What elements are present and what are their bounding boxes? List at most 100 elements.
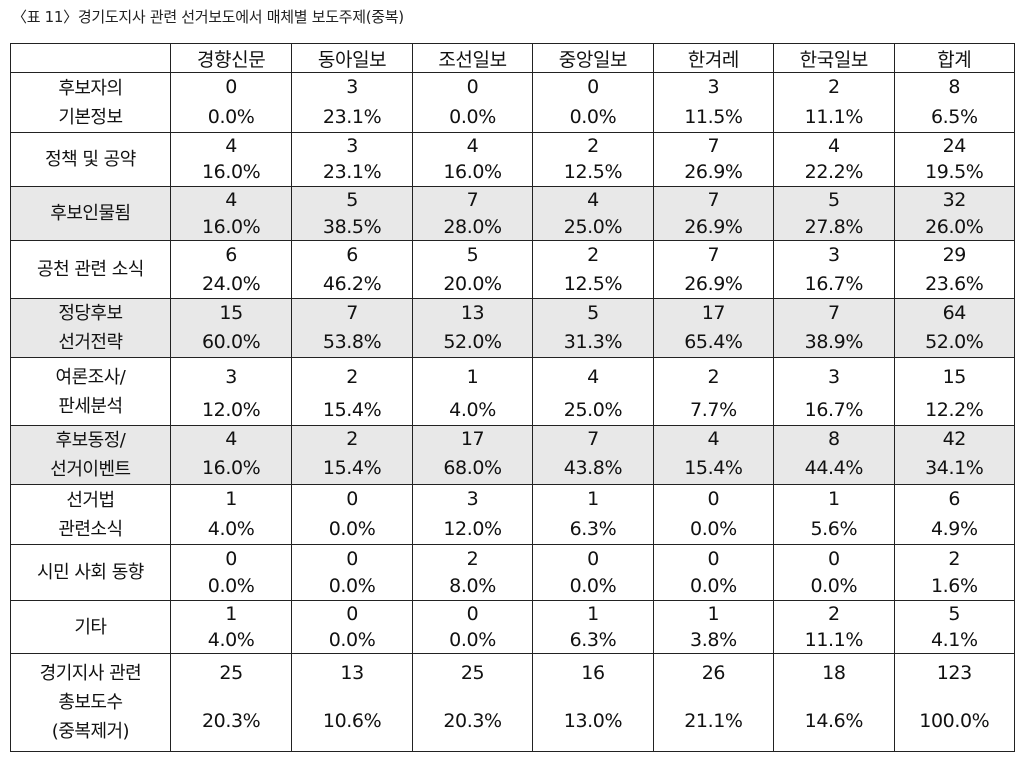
percent-cell: 26.9%: [652, 158, 775, 187]
percent-cell: 15.4%: [291, 452, 413, 485]
count-cell: 3: [291, 72, 413, 102]
count-cell: 0: [411, 72, 534, 102]
count-cell: 4: [169, 424, 293, 453]
row-label-line: 기타: [74, 616, 107, 638]
count-cell: 7: [773, 298, 895, 328]
count-cell: 24: [893, 132, 1016, 159]
row-label-line: 선거전략: [58, 332, 123, 353]
row-label-line: 정책 및 공약: [45, 149, 136, 170]
count-cell: 6: [893, 484, 1016, 514]
table-row: 정당후보 선거전략 15 7 13 5 17 7 64: [10, 298, 1016, 358]
row-label: 후보인물됨: [10, 186, 171, 241]
row-label-line: 경기지사 관련: [39, 663, 142, 684]
count-cell: 0: [291, 600, 413, 627]
percent-cell: 20.0%: [411, 269, 534, 299]
row-label: 기타: [10, 600, 171, 654]
count-cell: 25: [169, 653, 293, 692]
percent-cell: 19.5%: [893, 158, 1016, 187]
count-cell: 6: [169, 240, 293, 270]
header-row: 경향신문 동아일보 조선일보 중앙일보 한겨레 한국일보 합계: [10, 43, 1016, 73]
percent-cell: 22.2%: [773, 158, 895, 187]
row-label-line: 후보인물됨: [50, 203, 131, 224]
count-cell: 5: [291, 186, 413, 214]
count-cell: 0: [532, 72, 654, 102]
percent-cell: 23.1%: [291, 158, 413, 187]
percent-cell: 31.3%: [532, 327, 654, 358]
percent-cell: 3.8%: [652, 626, 775, 654]
count-cell: 3: [411, 484, 534, 514]
percent-cell: 65.4%: [652, 327, 775, 358]
percent-cell: 34.1%: [893, 452, 1016, 485]
percent-cell: 0.0%: [532, 101, 654, 133]
percent-cell: 26.9%: [652, 213, 775, 241]
percent-cell: 27.8%: [773, 213, 895, 241]
header-col-kyunghyang: 경향신문: [169, 43, 293, 73]
table-row: 후보자의 기본정보 0 3 0 0 3 2 8: [10, 72, 1016, 133]
table-row: 후보인물됨 4 5 7 4 7 5 32: [10, 186, 1016, 241]
percent-cell: 44.4%: [773, 452, 895, 485]
count-cell: 4: [169, 132, 293, 159]
percent-cell: 5.6%: [773, 513, 895, 545]
row-label-line: 후보동정/: [55, 430, 126, 451]
count-cell: 15: [169, 298, 293, 328]
count-cell: 0: [652, 484, 775, 514]
percent-cell: 16.0%: [169, 213, 293, 241]
percent-cell: 23.1%: [291, 101, 413, 133]
count-cell: 25: [411, 653, 534, 692]
header-col-hankyoreh: 한겨레: [652, 43, 775, 73]
count-cell: 13: [291, 653, 413, 692]
percent-cell: 0.0%: [291, 513, 413, 545]
percent-cell: 0.0%: [169, 101, 293, 133]
count-cell: 2: [532, 132, 654, 159]
row-label-line: 정당후보: [58, 303, 123, 324]
count-cell: 3: [652, 72, 775, 102]
percent-cell: 20.3%: [169, 691, 293, 752]
count-cell: 15: [893, 357, 1016, 396]
percent-cell: 68.0%: [411, 452, 534, 485]
count-cell: 3: [773, 240, 895, 270]
percent-cell: 60.0%: [169, 327, 293, 358]
percent-cell: 16.0%: [169, 158, 293, 187]
count-cell: 5: [773, 186, 895, 214]
table-row: 16.0% 38.5% 28.0% 25.0% 26.9% 27.8% 26.0%: [11, 213, 1016, 241]
header-col-joongang: 중앙일보: [532, 43, 654, 73]
row-label-line: 시민 사회 동향: [37, 562, 144, 583]
count-cell: 1: [652, 600, 775, 627]
percent-cell: 10.6%: [291, 691, 413, 752]
percent-cell: 0.0%: [411, 626, 534, 654]
header-col-total: 합계: [893, 43, 1016, 73]
row-label-line: 선거법: [66, 489, 115, 511]
percent-cell: 53.8%: [291, 327, 413, 358]
table-row: 16.0% 15.4% 68.0% 43.8% 15.4% 44.4% 34.1%: [11, 452, 1016, 485]
count-cell: 7: [652, 240, 775, 270]
percent-cell: 13.0%: [532, 691, 654, 752]
row-label: 시민 사회 동향: [10, 544, 171, 601]
count-cell: 29: [893, 240, 1016, 270]
percent-cell: 4.0%: [411, 395, 534, 426]
count-cell: 2: [773, 72, 895, 102]
percent-cell: 14.6%: [773, 691, 895, 752]
percent-cell: 6.3%: [532, 513, 654, 545]
percent-cell: 15.4%: [652, 452, 775, 485]
percent-cell: 25.0%: [532, 395, 654, 426]
count-cell: 0: [291, 544, 413, 573]
percent-cell: 8.0%: [411, 572, 534, 601]
count-cell: 1: [411, 357, 534, 396]
percent-cell: 11.1%: [773, 626, 895, 654]
count-cell: 5: [411, 240, 534, 270]
percent-cell: 4.0%: [169, 626, 293, 654]
row-label-line: 후보자의: [58, 77, 123, 99]
percent-cell: 26.0%: [893, 213, 1016, 241]
count-cell: 16: [532, 653, 654, 692]
row-label: 후보동정/선거이벤트: [10, 425, 171, 485]
percent-cell: 12.0%: [411, 513, 534, 545]
count-cell: 0: [291, 484, 413, 514]
count-cell: 5: [893, 600, 1016, 627]
count-cell: 2: [773, 600, 895, 627]
percent-cell: 0.0%: [291, 572, 413, 601]
count-cell: 2: [893, 544, 1016, 573]
table-row: 16.0% 23.1% 16.0% 12.5% 26.9% 22.2% 19.5%: [11, 158, 1016, 187]
count-cell: 5: [532, 298, 654, 328]
count-cell: 3: [291, 132, 413, 159]
count-cell: 0: [773, 544, 895, 573]
